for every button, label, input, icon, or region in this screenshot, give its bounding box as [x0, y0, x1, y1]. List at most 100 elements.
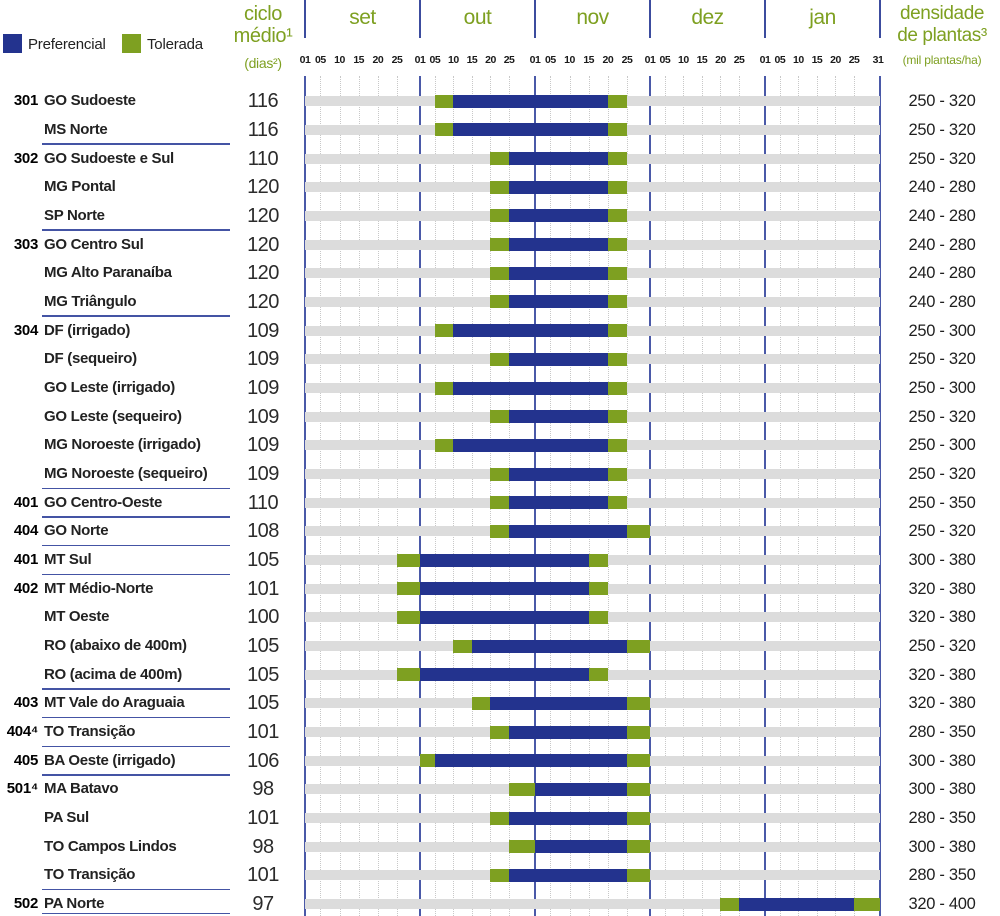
tick-label: 20 — [715, 54, 726, 66]
region-name: DF (sequeiro) — [44, 350, 137, 368]
day-gridline — [397, 76, 398, 916]
preferencial-bar — [509, 238, 608, 252]
preferencial-bar — [509, 811, 627, 825]
densidade-value: 250 - 320 — [908, 465, 976, 483]
day-gridline — [434, 76, 436, 916]
tick-label: 25 — [848, 54, 860, 66]
tick-label: 25 — [733, 54, 745, 66]
region-code: 502 — [13, 895, 38, 913]
legend-swatch-preferencial — [3, 34, 22, 53]
preferencial-bar — [509, 467, 608, 481]
group-separator — [42, 688, 230, 690]
tick-label: 05 — [544, 54, 556, 66]
month-boundary-line — [419, 76, 421, 916]
ciclo-column-header: ciclo médio¹ (dias²) — [228, 3, 298, 71]
densidade-value: 250 - 320 — [908, 350, 976, 369]
densidade-value: 300 - 380 — [908, 837, 976, 856]
densidade-value: 240 - 280 — [908, 235, 976, 254]
month-boundary-line — [534, 0, 536, 38]
day-gridline — [471, 76, 473, 916]
month-label: out — [463, 6, 492, 29]
densidade-value: 320 - 400 — [908, 895, 976, 914]
region-name: GO Sudoeste e Sul — [44, 149, 174, 167]
region-code: 401 — [13, 493, 38, 511]
tick-label: 10 — [678, 54, 689, 66]
tick-label: 01 — [414, 54, 426, 66]
group-separator — [42, 716, 230, 719]
densidade-value: 240 - 280 — [908, 206, 976, 225]
preferencial-bar — [420, 582, 589, 596]
ciclo-value: 97 — [252, 893, 274, 916]
densidade-value: 300 - 380 — [908, 780, 976, 799]
ciclo-value: 120 — [247, 176, 279, 199]
day-gridline — [588, 76, 590, 916]
day-gridline — [683, 76, 685, 916]
tick-label: 01 — [644, 54, 656, 66]
ciclo-value: 109 — [247, 377, 279, 399]
day-gridline — [835, 76, 837, 916]
tick-label: 05 — [774, 54, 786, 66]
densidade-value: 300 - 380 — [908, 551, 976, 570]
densidade-value: 320 - 380 — [908, 579, 976, 598]
region-name: MG Alto Paranaíba — [44, 264, 172, 282]
densidade-header-line1: densidade — [899, 3, 985, 24]
preferencial-bar — [509, 266, 608, 280]
tick-label: 10 — [793, 54, 804, 66]
region-name: MG Noroeste (sequeiro) — [44, 465, 208, 482]
ciclo-value: 101 — [247, 721, 279, 744]
day-gridline — [550, 76, 552, 916]
day-gridline — [664, 76, 666, 916]
day-gridline — [739, 76, 741, 916]
tick-label: 25 — [621, 54, 633, 66]
tick-label: 15 — [466, 54, 478, 66]
region-code: 403 — [13, 694, 38, 712]
region-code: 404⁴ — [6, 723, 39, 741]
month-label: nov — [576, 6, 609, 29]
tick-label: 15 — [583, 54, 594, 66]
tick-label: 10 — [564, 54, 575, 66]
month-boundary-line — [304, 0, 306, 38]
tick-label: 05 — [659, 54, 671, 66]
region-name: RO (abaixo de 400m) — [44, 637, 187, 655]
region-code: 501⁴ — [6, 780, 39, 798]
tick-label: 10 — [334, 54, 345, 66]
group-separator — [42, 912, 230, 914]
group-separator — [42, 573, 230, 576]
ciclo-value: 109 — [247, 348, 279, 371]
day-gridline — [490, 76, 492, 916]
densidade-value: 240 - 280 — [908, 264, 976, 283]
day-gridline — [701, 76, 703, 916]
ciclo-value: 98 — [252, 778, 274, 801]
tick-label: 25 — [503, 54, 515, 66]
day-gridline — [569, 76, 571, 916]
tick-label: 31 — [872, 54, 884, 66]
densidade-value: 280 - 350 — [908, 809, 976, 828]
region-name: BA Oeste (irrigado) — [44, 751, 176, 769]
day-gridline — [779, 76, 781, 916]
ciclo-value: 116 — [247, 90, 279, 113]
densidade-value: 320 - 380 — [908, 608, 976, 627]
densidade-value: 280 - 350 — [908, 723, 976, 742]
preferencial-bar — [420, 668, 589, 682]
region-name: TO Campos Lindos — [44, 837, 177, 855]
ciclo-value: 98 — [252, 835, 274, 858]
region-name: MT Sul — [44, 551, 92, 569]
day-gridline — [358, 76, 360, 916]
densidade-value: 250 - 300 — [908, 379, 976, 397]
region-name: GO Leste (sequeiro) — [44, 407, 182, 425]
preferencial-bar — [453, 438, 608, 452]
ciclo-value: 120 — [247, 204, 279, 227]
region-name: MT Médio-Norte — [44, 579, 154, 597]
day-gridline — [320, 76, 322, 916]
ciclo-value: 116 — [247, 118, 279, 141]
region-name: MA Batavo — [44, 780, 119, 798]
region-name: SP Norte — [44, 206, 105, 224]
densidade-value: 250 - 320 — [908, 120, 976, 139]
preferencial-bar — [535, 840, 627, 854]
tick-label: 25 — [391, 54, 403, 66]
preferencial-bar — [509, 152, 608, 166]
preferencial-bar — [509, 524, 627, 538]
month-boundary-line — [304, 76, 306, 916]
tick-label: 05 — [429, 54, 441, 66]
densidade-value: 250 - 320 — [908, 637, 976, 656]
